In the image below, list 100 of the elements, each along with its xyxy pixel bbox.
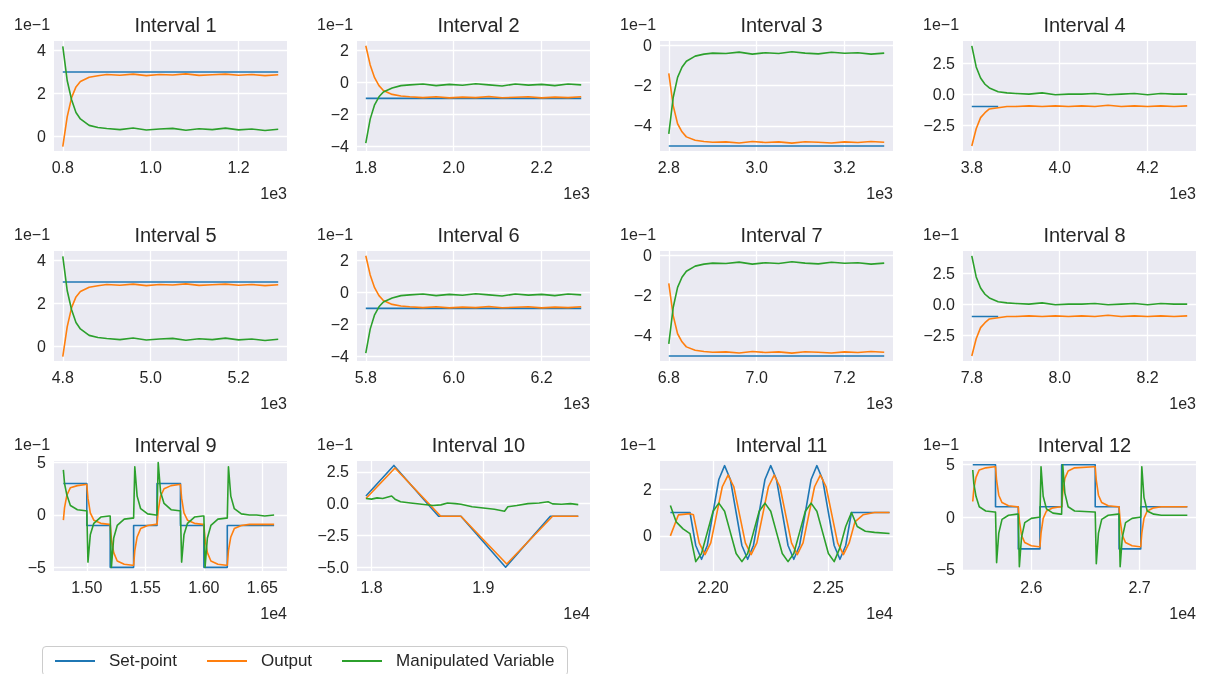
line-series [61,255,280,342]
y-axis-title: 1e−1 [317,15,354,33]
x-tick-label: 0.8 [51,158,75,176]
line-series [669,474,891,556]
chart-title: Interval 3 [740,14,823,36]
chart-title: Interval 1 [134,14,217,36]
y-tick-label: 0 [643,36,653,54]
line-series [669,502,891,563]
x-tick-label: 1.8 [360,578,383,596]
chart-title: Interval 12 [1037,434,1132,456]
x-axis-title: 1e3 [260,394,288,412]
y-tick-label: −4 [330,347,350,365]
y-tick-label: −5 [936,561,956,579]
x-axis-title: 1e4 [563,604,591,622]
y-tick-label: 4 [37,42,47,60]
x-tick-label: 1.55 [129,578,161,596]
x-tick-label: 3.0 [745,158,768,176]
y-tick-label: 0 [643,246,653,264]
line-series [970,45,1189,96]
y-tick-label: 2 [340,42,350,60]
x-tick-label: 1.0 [139,158,162,176]
chart-title: Interval 6 [437,224,520,246]
x-axis-title: 1e3 [260,184,288,202]
x-axis-title: 1e3 [563,184,591,202]
y-tick-label: 0 [37,127,47,145]
x-tick-label: 1.65 [246,578,279,596]
y-tick-label: 2 [37,294,47,312]
y-axis-title: 1e−1 [923,15,960,33]
x-tick-label: 2.25 [812,578,845,596]
y-tick-label: 0.0 [326,495,350,513]
x-tick-label: 2.20 [697,578,729,596]
y-tick-label: −2.5 [317,526,350,544]
y-tick-label: 0 [37,506,47,524]
line-series [61,73,280,148]
x-axis-title: 1e3 [563,394,591,412]
line-series [667,50,886,135]
x-tick-label: 3.2 [833,158,856,176]
x-axis-title: 1e3 [866,394,894,412]
x-tick-label: 1.60 [188,578,220,596]
x-axis-title: 1e4 [1169,604,1197,622]
x-axis-title: 1e4 [866,604,894,622]
line-series [61,45,280,132]
x-tick-label: 1.2 [227,158,250,176]
line-series [971,463,1189,568]
line-series [364,44,583,99]
line-series [62,461,275,569]
y-axis-title: 1e−1 [317,225,354,243]
legend-label: Set-point [109,651,178,671]
x-tick-label: 2.7 [1128,578,1151,596]
line-series [61,283,280,358]
y-axis-title: 1e−1 [620,15,657,33]
line-series [667,72,886,144]
y-axis-title: 1e−1 [14,225,51,243]
y-tick-label: 0.0 [932,295,956,313]
y-tick-label: −4 [633,327,653,345]
chart-title: Interval 5 [134,224,217,246]
line-series [364,292,583,354]
y-tick-label: 0 [643,527,653,545]
y-tick-label: 4 [37,252,47,270]
chart-title: Interval 7 [740,224,823,246]
x-tick-label: 4.8 [51,368,75,386]
y-tick-label: −2 [330,315,350,333]
x-tick-label: 5.8 [354,368,378,386]
x-axis-title: 1e3 [866,184,894,202]
line-series [970,104,1189,147]
chart-title: Interval 8 [1043,224,1126,246]
x-tick-label: 1.9 [472,578,495,596]
line-series [364,254,583,309]
chart-title: Interval 4 [1043,14,1126,36]
x-tick-label: 5.0 [139,368,162,386]
y-tick-label: 2 [340,252,350,270]
chart-title: Interval 10 [431,434,526,456]
x-tick-label: 8.2 [1136,368,1159,386]
y-tick-label: 5 [37,454,47,472]
line-series [667,282,886,354]
y-axis-title: 1e−1 [620,225,657,243]
y-tick-label: −2 [633,286,653,304]
y-tick-label: 0 [946,508,956,526]
line-series [970,314,1189,357]
y-tick-label: −2.5 [923,116,956,134]
line-series [970,255,1189,306]
x-tick-label: 2.6 [1020,578,1043,596]
y-tick-label: 0.0 [932,85,956,103]
x-tick-label: 8.0 [1048,368,1071,386]
y-tick-label: −5 [27,558,47,576]
x-axis-title: 1e4 [260,604,288,622]
x-tick-label: 1.50 [71,578,103,596]
x-tick-label: 2.2 [530,158,553,176]
y-axis-title: 1e−1 [620,435,657,453]
chart-title: Interval 9 [134,434,217,456]
y-tick-label: −2.5 [923,326,956,344]
y-tick-label: 2.5 [326,463,350,481]
chart-title: Interval 11 [735,434,828,456]
y-tick-label: 2 [37,84,47,102]
y-axis-title: 1e−1 [923,225,960,243]
x-tick-label: 5.2 [227,368,250,386]
y-axis-title: 1e−1 [14,15,51,33]
x-tick-label: 4.0 [1048,158,1071,176]
x-tick-label: 7.8 [960,368,984,386]
y-axis-title: 1e−1 [317,435,354,453]
